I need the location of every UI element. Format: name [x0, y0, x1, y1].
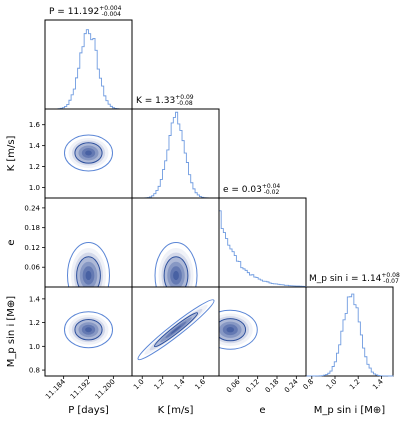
- xtick-label-e: 0.06: [225, 377, 242, 394]
- ytick-label: 1.0: [29, 343, 40, 351]
- panel-P-vs-Mp sin i: [44, 286, 133, 377]
- xlabel-e: e: [259, 405, 265, 416]
- xtick-label-Mp sin i: 1.4: [371, 377, 385, 391]
- contour-inner: [163, 256, 189, 287]
- xtick-label-e: 0.18: [264, 378, 281, 395]
- xlabel-Mp sin i: M_p sin i [M⊕]: [314, 405, 386, 416]
- xtick-label-K: 1.4: [173, 377, 187, 391]
- contour-inner: [219, 318, 247, 342]
- panel-e-vs-Mp sin i: [218, 286, 307, 377]
- xlabel-P: P [days]: [68, 405, 109, 416]
- ytick-label: 1.4: [29, 295, 41, 303]
- contour-inner: [74, 319, 103, 341]
- xtick-label-P: 11.192: [69, 378, 92, 401]
- ytick-label: 0.06: [24, 264, 40, 272]
- xlabel-K: K [m/s]: [158, 405, 194, 416]
- title-K: K = 1.33+0.09 -0.08: [136, 94, 194, 107]
- panel-frame: [218, 286, 307, 377]
- title-Mp sin i: M_p sin i = 1.14+0.08 -0.07: [309, 272, 400, 285]
- contour-inner: [76, 256, 101, 287]
- xtick-label-Mp sin i: 1.2: [348, 378, 362, 392]
- ylabel-e: e: [6, 239, 17, 245]
- ytick-label: 0.8: [29, 367, 40, 375]
- contour-outer: [137, 299, 215, 361]
- contour-inner: [74, 142, 103, 164]
- xtick-label-Mp sin i: 0.8: [302, 378, 316, 392]
- ytick-label: 0.18: [24, 224, 40, 232]
- contour-outer: [154, 241, 198, 287]
- xtick-label-e: 0.12: [244, 378, 261, 395]
- panel-K-vs-e: [131, 197, 220, 288]
- xtick-label-P: 11.184: [44, 377, 67, 400]
- panel-K-vs-Mp sin i: [131, 286, 220, 377]
- hist-Mp sin i: [306, 293, 394, 377]
- ytick-label: 1.6: [29, 121, 41, 129]
- xtick-label-P: 11.200: [94, 378, 117, 401]
- hist-P: [44, 29, 133, 110]
- hist-e: [218, 210, 307, 287]
- contour-outer: [219, 309, 258, 350]
- contour-outer: [67, 241, 110, 287]
- xtick-label-K: 1.0: [132, 378, 146, 392]
- panel-P-vs-K: [44, 108, 133, 199]
- panel-P-vs-e: [44, 197, 133, 288]
- ylabel-Mp sin i: M_p sin i [M⊕]: [6, 296, 17, 368]
- xtick-label-K: 1.6: [194, 377, 208, 391]
- xtick-label-e: 0.24: [283, 377, 300, 394]
- title-P: P = 11.192+0.004 -0.004: [49, 5, 122, 18]
- title-e: e = 0.03+0.04 -0.02: [223, 183, 280, 196]
- ytick-label: 1.0: [29, 184, 40, 192]
- ytick-label: 0.12: [24, 244, 40, 252]
- contour-outer: [64, 134, 113, 172]
- ytick-label: 1.4: [29, 142, 41, 150]
- contour-inner: [153, 312, 199, 348]
- xtick-label-K: 1.2: [153, 378, 167, 392]
- ytick-label: 1.2: [29, 319, 40, 327]
- ytick-label: 1.2: [29, 163, 40, 171]
- hist-frame-Mp sin i: [305, 286, 394, 377]
- hist-frame-e: [218, 197, 307, 288]
- hist-K: [132, 111, 220, 199]
- ytick-label: 0.24: [24, 204, 40, 212]
- hist-frame-K: [131, 108, 220, 199]
- xtick-label-Mp sin i: 1.0: [325, 378, 339, 392]
- contour-outer: [64, 311, 113, 349]
- ylabel-K: K [m/s]: [6, 135, 17, 171]
